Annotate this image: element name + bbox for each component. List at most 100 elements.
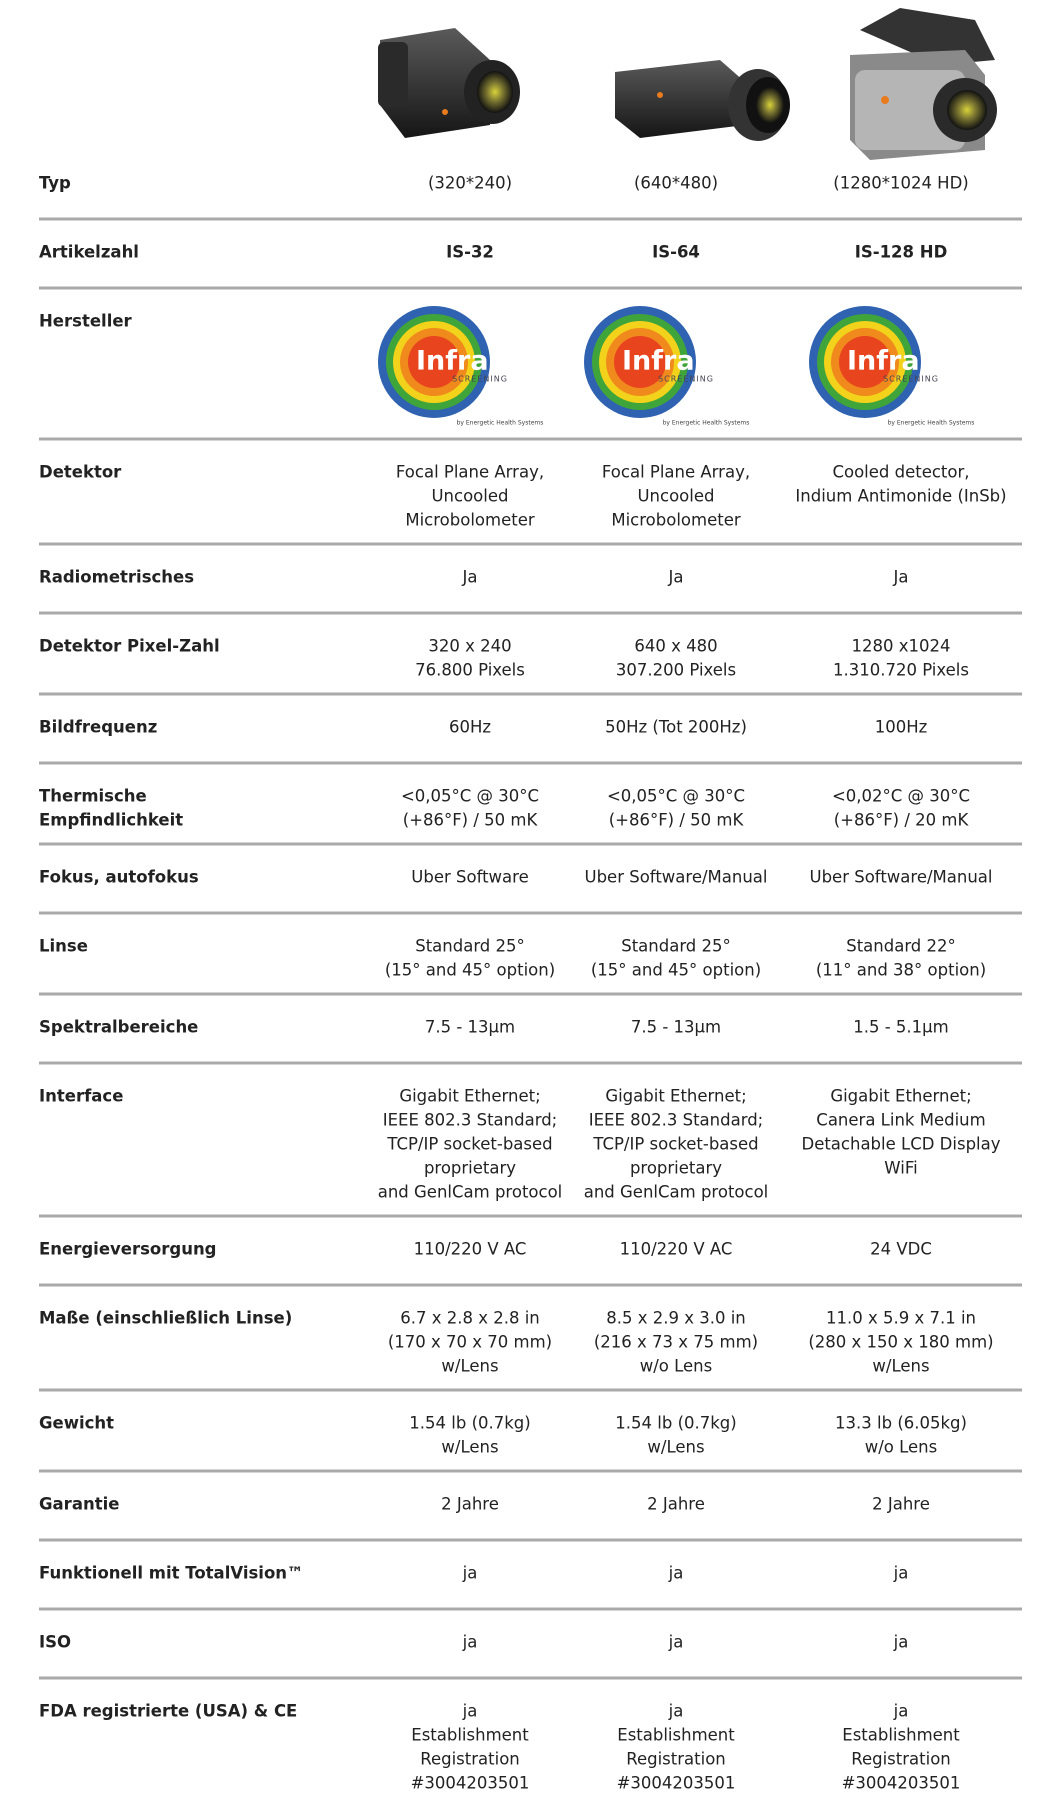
row-label: Maße (einschließlich Linse) <box>39 1309 292 1328</box>
logo-ring <box>614 336 666 388</box>
row-label: Linse <box>39 937 88 956</box>
cell-text: #3004203501 <box>617 1774 736 1793</box>
cell-text: Cooled detector, <box>832 463 969 482</box>
cell-text: ja <box>893 1633 909 1652</box>
cell-text: and GenlCam protocol <box>378 1183 563 1202</box>
row-label: Fokus, autofokus <box>39 868 199 887</box>
cell-text: ja <box>668 1633 684 1652</box>
cell-text: 60Hz <box>449 718 491 737</box>
cell-text: Uber Software/Manual <box>810 868 993 887</box>
cell-text: 1.54 lb (0.7kg) <box>615 1414 736 1433</box>
cell-text: (170 x 70 x 70 mm) <box>388 1333 552 1352</box>
cell-text: IS-128 HD <box>855 243 948 262</box>
cell-text: 640 x 480 <box>634 637 717 656</box>
cell-text: w/Lens <box>441 1438 498 1457</box>
cell-text: 6.7 x 2.8 x 2.8 in <box>400 1309 540 1328</box>
cell-text: 1.5 - 5.1μm <box>853 1018 949 1037</box>
camera-is32 <box>378 28 520 138</box>
cell-text: w/o Lens <box>640 1357 713 1376</box>
camera-is64 <box>615 60 790 141</box>
cell-text: Focal Plane Array, <box>602 463 750 482</box>
logo-by: by Energetic Health Systems <box>888 420 975 427</box>
row-label: Bildfrequenz <box>39 718 157 737</box>
cell-text: #3004203501 <box>842 1774 961 1793</box>
cell-text: Canera Link Medium <box>816 1111 985 1130</box>
cell-text: Registration <box>626 1750 726 1769</box>
cell-text: proprietary <box>630 1159 722 1178</box>
cell-text: Uncooled <box>637 487 714 506</box>
cell-text: 13.3 lb (6.05kg) <box>835 1414 967 1433</box>
cell-text: (320*240) <box>428 174 512 193</box>
row-label: Spektralbereiche <box>39 1018 198 1037</box>
cell-text: and GenlCam protocol <box>584 1183 769 1202</box>
logo-by: by Energetic Health Systems <box>663 420 750 427</box>
cell-text: (640*480) <box>634 174 718 193</box>
cell-text: IEEE 802.3 Standard; <box>589 1111 764 1130</box>
cell-text: Uber Software/Manual <box>585 868 768 887</box>
cell-text: (216 x 73 x 75 mm) <box>594 1333 758 1352</box>
cell-text: TCP/IP socket-based <box>592 1135 758 1154</box>
cell-text: Ja <box>668 568 684 587</box>
logo-tagline: SCREENING <box>452 375 508 384</box>
cell-text: 1.310.720 Pixels <box>833 661 969 680</box>
cell-text: (15° and 45° option) <box>591 961 761 980</box>
cell-text: Detachable LCD Display <box>801 1135 1000 1154</box>
cell-text: 2 Jahre <box>647 1495 705 1514</box>
cell-text: 11.0 x 5.9 x 7.1 in <box>826 1309 976 1328</box>
cell-text: Standard 22° <box>846 937 956 956</box>
logo-ring <box>408 336 460 388</box>
cell-text: <0,05°C @ 30°C <box>401 787 539 806</box>
cell-text: Establishment <box>617 1726 735 1745</box>
cell-text: <0,02°C @ 30°C <box>832 787 970 806</box>
cell-text: 7.5 - 13μm <box>631 1018 721 1037</box>
logo-tagline: SCREENING <box>883 375 939 384</box>
cell-text: (15° and 45° option) <box>385 961 555 980</box>
row-label: Energieversorgung <box>39 1240 217 1259</box>
cell-text: Establishment <box>411 1726 529 1745</box>
cell-text: ja <box>893 1564 909 1583</box>
cell-text: proprietary <box>424 1159 516 1178</box>
cell-text: 2 Jahre <box>441 1495 499 1514</box>
cell-text: Standard 25° <box>621 937 731 956</box>
cell-text: (1280*1024 HD) <box>833 174 968 193</box>
cell-text: (+86°F) / 50 mK <box>609 811 745 830</box>
cell-text: w/o Lens <box>865 1438 938 1457</box>
cell-text: Ja <box>893 568 909 587</box>
cell-text: 8.5 x 2.9 x 3.0 in <box>606 1309 746 1328</box>
cell-text: Uber Software <box>411 868 528 887</box>
row-label: Detektor Pixel-Zahl <box>39 637 220 656</box>
cell-text: 307.200 Pixels <box>616 661 736 680</box>
cell-text: 7.5 - 13μm <box>425 1018 515 1037</box>
cell-text: Microbolometer <box>611 511 741 530</box>
cell-text: TCP/IP socket-based <box>386 1135 552 1154</box>
logo-name: Infrarot <box>622 346 739 377</box>
cell-text: Registration <box>851 1750 951 1769</box>
cell-text: Microbolometer <box>405 511 535 530</box>
logo-ring <box>839 336 891 388</box>
cell-text: 320 x 240 <box>428 637 511 656</box>
logo-tagline: SCREENING <box>658 375 714 384</box>
cell-text: Ja <box>462 568 478 587</box>
camera-is128 <box>850 8 997 160</box>
cell-text: ja <box>462 1564 478 1583</box>
cell-text: ja <box>668 1564 684 1583</box>
cell-text: Gigabit Ethernet; <box>605 1087 746 1106</box>
cell-text: (11° and 38° option) <box>816 961 986 980</box>
cell-text: w/Lens <box>872 1357 929 1376</box>
cell-text: 76.800 Pixels <box>415 661 525 680</box>
cell-text: 110/220 V AC <box>620 1240 733 1259</box>
row-label: Empfindlichkeit <box>39 811 183 830</box>
cell-text: #3004203501 <box>411 1774 530 1793</box>
cell-text: IS-32 <box>446 243 494 262</box>
row-label: Typ <box>39 174 71 193</box>
cell-text: Uncooled <box>431 487 508 506</box>
cell-text: Focal Plane Array, <box>396 463 544 482</box>
row-label: Radiometrisches <box>39 568 194 587</box>
logo-name: Infrarot <box>847 346 964 377</box>
cell-text: 24 VDC <box>870 1240 932 1259</box>
cell-text: ja <box>893 1702 909 1721</box>
cell-text: 50Hz (Tot 200Hz) <box>605 718 747 737</box>
